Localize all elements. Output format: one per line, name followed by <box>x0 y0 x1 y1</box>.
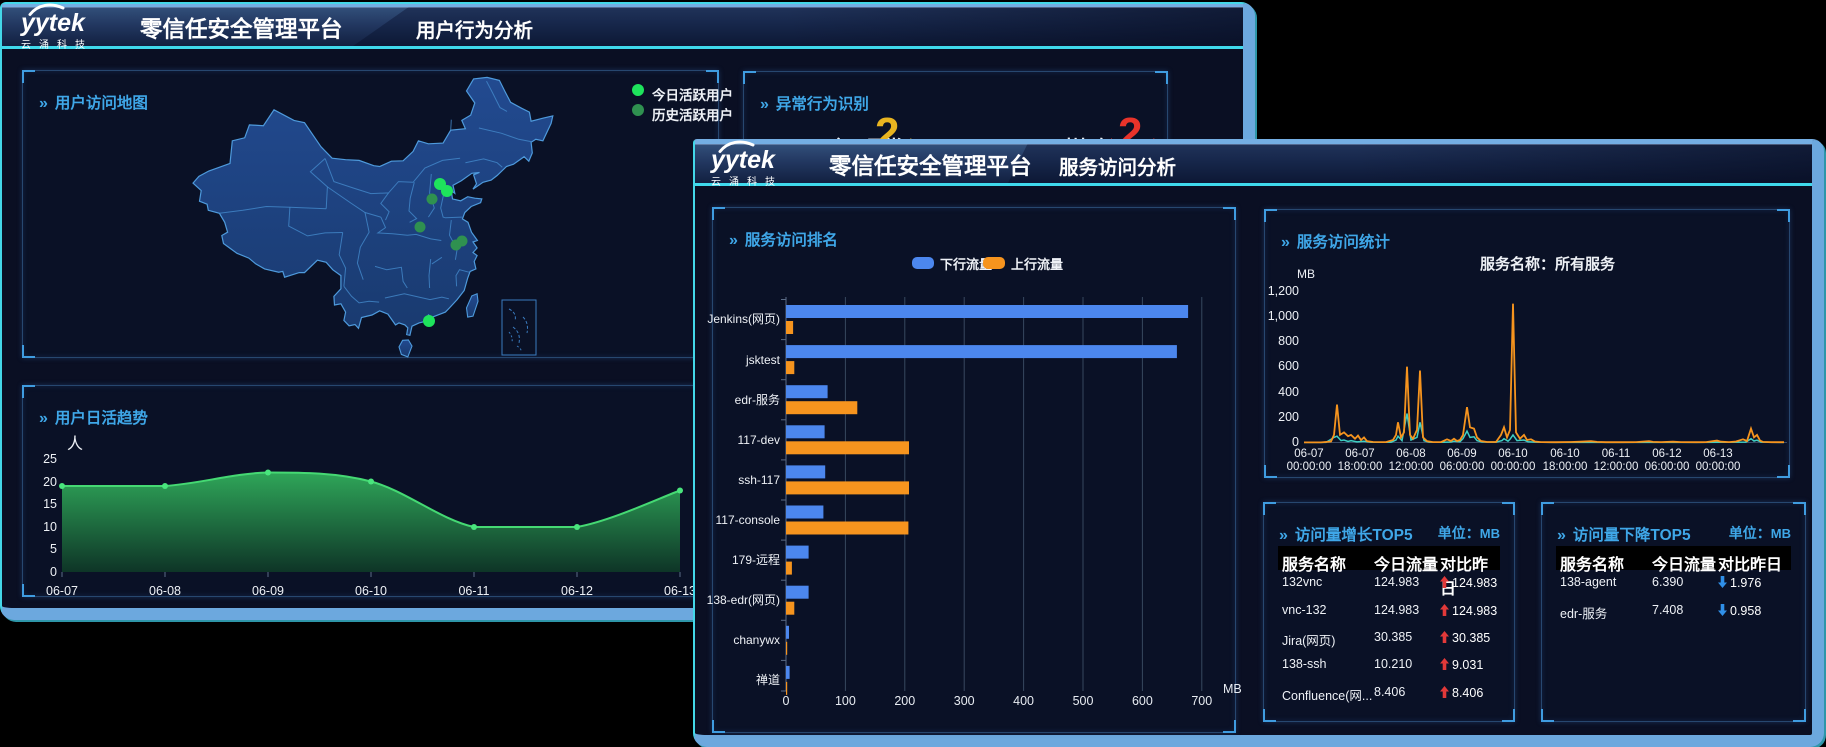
svg-text:Jenkins(网页): Jenkins(网页) <box>707 312 780 326</box>
svg-text:10: 10 <box>43 520 57 534</box>
svg-text:400: 400 <box>1013 694 1034 708</box>
svg-text:138-edr(网页): 138-edr(网页) <box>707 593 780 607</box>
svg-text:06-11: 06-11 <box>458 584 489 598</box>
svg-text:06:00:00: 06:00:00 <box>1440 461 1485 473</box>
svg-text:06-07: 06-07 <box>46 584 78 598</box>
svg-text:06-07: 06-07 <box>1345 448 1374 460</box>
svg-text:1,000: 1,000 <box>1268 309 1299 323</box>
svg-text:18:00:00: 18:00:00 <box>1338 461 1383 473</box>
svg-text:jsktest: jsktest <box>745 353 781 367</box>
svg-text:12:00:00: 12:00:00 <box>1594 461 1639 473</box>
svg-text:06-10: 06-10 <box>1498 448 1527 460</box>
svg-text:06-07: 06-07 <box>1294 448 1323 460</box>
svg-text:179-远程: 179-远程 <box>732 552 780 567</box>
svg-text:06-12: 06-12 <box>1652 448 1681 460</box>
svg-text:06-10: 06-10 <box>355 584 387 598</box>
svg-text:06-08: 06-08 <box>149 584 181 598</box>
svg-text:0: 0 <box>50 565 57 579</box>
svg-text:chanywx: chanywx <box>733 633 780 647</box>
svg-text:12:00:00: 12:00:00 <box>1389 461 1434 473</box>
svg-text:00:00:00: 00:00:00 <box>1696 461 1741 473</box>
svg-text:06-10: 06-10 <box>1550 448 1579 460</box>
svg-text:18:00:00: 18:00:00 <box>1543 461 1588 473</box>
svg-text:06-09: 06-09 <box>1447 448 1476 460</box>
svg-text:禅道: 禅道 <box>756 673 780 687</box>
svg-text:800: 800 <box>1278 334 1299 348</box>
svg-text:ssh-117: ssh-117 <box>738 473 780 487</box>
svg-text:0: 0 <box>783 694 790 708</box>
svg-text:600: 600 <box>1278 359 1299 373</box>
svg-text:117-console: 117-console <box>716 513 781 527</box>
svg-text:15: 15 <box>43 497 57 511</box>
svg-text:500: 500 <box>1073 694 1094 708</box>
svg-text:200: 200 <box>894 694 915 708</box>
svg-text:600: 600 <box>1132 694 1153 708</box>
svg-text:400: 400 <box>1278 385 1299 399</box>
svg-text:06-13: 06-13 <box>664 584 696 598</box>
svg-text:06-13: 06-13 <box>1703 448 1732 460</box>
svg-text:00:00:00: 00:00:00 <box>1287 461 1332 473</box>
svg-text:06-08: 06-08 <box>1396 448 1425 460</box>
svg-text:人: 人 <box>67 435 83 453</box>
svg-text:06-09: 06-09 <box>252 584 284 598</box>
svg-text:0: 0 <box>1292 435 1299 449</box>
svg-text:25: 25 <box>43 452 57 466</box>
svg-text:20: 20 <box>43 475 57 489</box>
svg-text:06:00:00: 06:00:00 <box>1645 461 1690 473</box>
svg-text:5: 5 <box>50 542 57 556</box>
svg-text:06-11: 06-11 <box>1602 448 1631 460</box>
svg-text:06-12: 06-12 <box>561 584 593 598</box>
svg-text:117-dev: 117-dev <box>738 433 780 447</box>
svg-text:300: 300 <box>954 694 975 708</box>
svg-text:100: 100 <box>835 694 856 708</box>
svg-text:1,200: 1,200 <box>1268 284 1299 298</box>
svg-text:00:00:00: 00:00:00 <box>1491 461 1536 473</box>
svg-text:MB: MB <box>1223 682 1242 696</box>
svg-text:200: 200 <box>1278 410 1299 424</box>
svg-text:700: 700 <box>1191 694 1212 708</box>
svg-text:edr-服务: edr-服务 <box>735 392 780 407</box>
